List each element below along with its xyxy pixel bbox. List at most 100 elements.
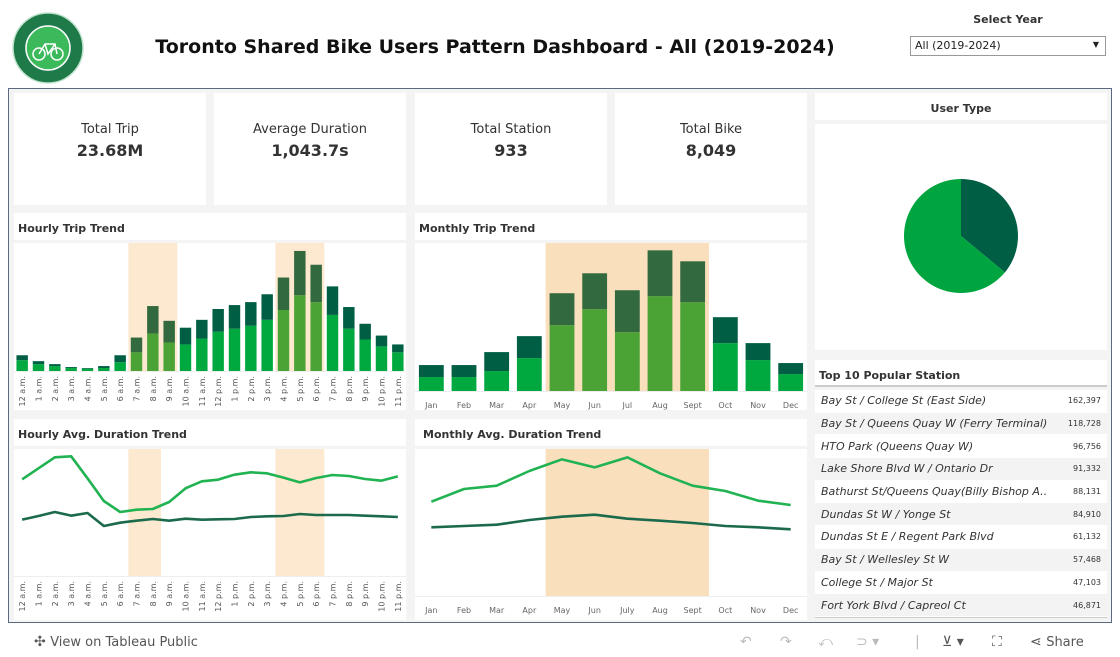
bar-segment-light[interactable] bbox=[582, 309, 608, 391]
station-row[interactable]: Bay St / Wellesley St W 57,468 bbox=[815, 548, 1107, 572]
hourly-duration-chart[interactable]: 12 a.m. 1 a.m. 2 a.m. 3 a.m. 4 a.m. 5 a.m. 6 a… bbox=[14, 449, 406, 620]
bar-segment-dark[interactable] bbox=[163, 320, 175, 343]
bar-segment-dark[interactable] bbox=[326, 286, 339, 315]
bar-segment-light[interactable] bbox=[647, 296, 673, 391]
user-type-pie-chart[interactable] bbox=[815, 124, 1107, 350]
bar-segment-dark[interactable] bbox=[582, 273, 608, 310]
bar-segment-light[interactable] bbox=[418, 377, 444, 391]
revert-icon[interactable]: ⤺ bbox=[818, 634, 833, 650]
download-icon[interactable]: ⊻ ▾ bbox=[942, 634, 964, 650]
bar-segment-light[interactable] bbox=[451, 377, 477, 391]
bar-segment-dark[interactable] bbox=[418, 365, 444, 378]
bar-segment-light[interactable] bbox=[359, 339, 371, 371]
bar-segment-dark[interactable] bbox=[712, 317, 738, 344]
bar-segment-dark[interactable] bbox=[778, 363, 804, 375]
bar-segment-light[interactable] bbox=[32, 364, 45, 371]
bar-segment-light[interactable] bbox=[98, 368, 110, 371]
bar-segment-dark[interactable] bbox=[212, 309, 224, 332]
series-line[interactable] bbox=[21, 510, 398, 528]
bar-segment-dark[interactable] bbox=[98, 366, 110, 369]
station-row[interactable]: Lake Shore Blvd W / Ontario Dr 91,332 bbox=[815, 458, 1107, 481]
redo-icon[interactable]: ↷ bbox=[780, 634, 792, 650]
bar-segment-dark[interactable] bbox=[277, 277, 290, 310]
bar-segment-light[interactable] bbox=[147, 333, 159, 371]
bar-segment-dark[interactable] bbox=[130, 337, 143, 353]
bar-segment-light[interactable] bbox=[294, 295, 306, 371]
bar-segment-dark[interactable] bbox=[16, 355, 28, 361]
bar-segment-light[interactable] bbox=[81, 368, 94, 371]
series-line[interactable] bbox=[431, 513, 791, 531]
bar-segment-light[interactable] bbox=[484, 371, 510, 391]
bar-segment-light[interactable] bbox=[196, 338, 208, 371]
bar-segment-dark[interactable] bbox=[680, 261, 706, 303]
bar-segment-dark[interactable] bbox=[49, 364, 61, 367]
bar-segment-light[interactable] bbox=[114, 362, 126, 371]
bar-segment-light[interactable] bbox=[375, 346, 388, 371]
bar-segment-dark[interactable] bbox=[451, 365, 477, 378]
station-row[interactable]: Bathurst St/Queens Quay(Billy Bishop A..… bbox=[815, 481, 1107, 504]
view-on-tableau-button[interactable]: ✣ View on Tableau Public bbox=[34, 634, 198, 650]
bar-segment-dark[interactable] bbox=[81, 368, 94, 369]
bar-segment-dark[interactable] bbox=[359, 323, 371, 340]
bar-segment-dark[interactable] bbox=[343, 307, 355, 329]
bar-segment-light[interactable] bbox=[261, 319, 273, 371]
bar-segment-dark[interactable] bbox=[261, 294, 273, 320]
bar-segment-dark[interactable] bbox=[32, 361, 45, 365]
bar-segment-light[interactable] bbox=[130, 352, 143, 371]
bar-segment-light[interactable] bbox=[65, 368, 77, 371]
bar-segment-light[interactable] bbox=[614, 332, 640, 391]
bar-segment-dark[interactable] bbox=[647, 250, 673, 297]
bar-segment-light[interactable] bbox=[516, 358, 542, 391]
monthly-duration-chart[interactable]: Jan Feb Mar Apr May Jun July Aug Sept Oct Nov Dec bbox=[415, 449, 807, 620]
pie-slice[interactable] bbox=[904, 179, 1005, 293]
station-row[interactable]: Dundas St E / Regent Park Blvd 61,132 bbox=[815, 526, 1107, 549]
bar-segment-dark[interactable] bbox=[228, 305, 241, 329]
bar-segment-dark[interactable] bbox=[484, 352, 510, 372]
bar-segment-dark[interactable] bbox=[614, 290, 640, 333]
bar-segment-dark[interactable] bbox=[310, 264, 322, 303]
bar-segment-dark[interactable] bbox=[147, 306, 159, 334]
bar-segment-light[interactable] bbox=[212, 331, 224, 371]
bar-segment-dark[interactable] bbox=[375, 335, 388, 347]
share-button[interactable]: ⋖ Share bbox=[1030, 634, 1084, 650]
station-row[interactable]: HTO Park (Queens Quay W) 96,756 bbox=[815, 435, 1107, 459]
station-row[interactable]: Fort York Blvd / Capreol Ct 46,871 bbox=[815, 594, 1107, 617]
bar-segment-dark[interactable] bbox=[245, 302, 257, 326]
bar-segment-light[interactable] bbox=[16, 360, 28, 371]
fullscreen-icon[interactable]: ⛶ bbox=[992, 634, 1002, 650]
station-row[interactable]: College St / Major St 47,103 bbox=[815, 572, 1107, 595]
station-row[interactable]: Bay St / College St (East Side) 162,397 bbox=[815, 390, 1107, 413]
bar-segment-light[interactable] bbox=[179, 344, 192, 371]
bar-segment-light[interactable] bbox=[680, 302, 706, 391]
bar-segment-light[interactable] bbox=[392, 352, 404, 371]
bar-segment-light[interactable] bbox=[310, 302, 322, 371]
station-row[interactable]: Dundas St W / Yonge St 84,910 bbox=[815, 503, 1107, 527]
bar-segment-light[interactable] bbox=[326, 314, 339, 371]
bar-segment-dark[interactable] bbox=[65, 367, 77, 369]
bar-segment-light[interactable] bbox=[343, 328, 355, 371]
series-line[interactable] bbox=[430, 456, 791, 507]
bar-segment-light[interactable] bbox=[745, 360, 771, 391]
bar-segment-light[interactable] bbox=[549, 325, 575, 391]
monthly-trip-chart[interactable]: Jan Feb Mar Apr May Jun Jul Aug Sept Oct Nov Dec bbox=[415, 243, 807, 410]
hourly-trip-chart[interactable]: 12 a.m. 1 a.m. 2 a.m. 3 a.m. 4 a.m. 5 a.m. 6 a… bbox=[14, 243, 406, 410]
bar-segment-dark[interactable] bbox=[114, 355, 126, 363]
undo-icon[interactable]: ↶ bbox=[740, 634, 752, 650]
series-line[interactable] bbox=[21, 455, 399, 514]
bar-segment-light[interactable] bbox=[228, 328, 241, 371]
bar-segment-light[interactable] bbox=[49, 366, 61, 371]
bar-segment-dark[interactable] bbox=[516, 336, 542, 359]
bar-segment-dark[interactable] bbox=[392, 344, 404, 353]
bar-segment-dark[interactable] bbox=[196, 319, 208, 339]
bar-segment-dark[interactable] bbox=[745, 343, 771, 361]
bar-segment-dark[interactable] bbox=[179, 327, 192, 345]
bar-segment-dark[interactable] bbox=[549, 293, 575, 326]
bar-segment-light[interactable] bbox=[277, 309, 290, 371]
refresh-icon[interactable]: ⊃ ▾ bbox=[856, 634, 880, 650]
bar-segment-light[interactable] bbox=[245, 325, 257, 371]
year-select[interactable]: All (2019-2024) ▼ bbox=[910, 36, 1106, 56]
bar-segment-dark[interactable] bbox=[294, 250, 306, 296]
bar-segment-light[interactable] bbox=[778, 374, 804, 391]
bar-segment-light[interactable] bbox=[712, 343, 738, 391]
station-row[interactable]: Bay St / Queens Quay W (Ferry Terminal) 1… bbox=[815, 412, 1107, 436]
